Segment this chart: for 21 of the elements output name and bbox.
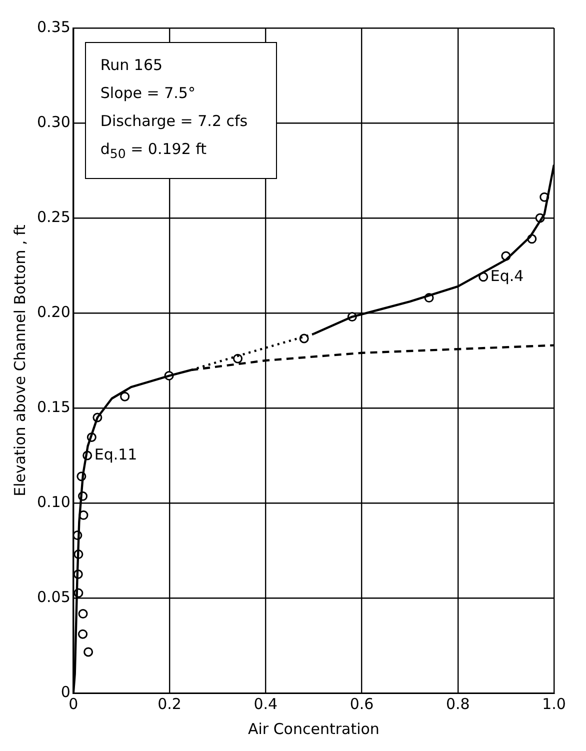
annotation: Eq.11 — [94, 445, 138, 464]
annotation: d$_{50}$ = 0.192 ft — [100, 139, 208, 163]
y-tick-label: 0.10 — [36, 492, 70, 511]
x-tick-label: 0.8 — [446, 694, 470, 713]
annotation: Slope = 7.5° — [100, 83, 196, 104]
y-tick-label: 0 — [60, 682, 70, 701]
annotation: Discharge = 7.2 cfs — [100, 111, 248, 132]
x-tick-label: 0.6 — [350, 694, 374, 713]
y-axis-title: Elevation above Channel Bottom , ft — [10, 224, 29, 496]
y-tick-label: 0.15 — [36, 398, 70, 416]
annotation: Eq.4 — [490, 266, 524, 285]
y-tick-label: 0.35 — [36, 18, 70, 36]
y-tick-label: 0.25 — [36, 208, 70, 226]
x-tick-label: 0.2 — [158, 694, 182, 713]
x-tick-label: 1.0 — [542, 694, 566, 713]
annotation: Run 165 — [100, 55, 164, 76]
x-axis-title: Air Concentration — [248, 720, 380, 738]
y-tick-label: 0.05 — [36, 588, 70, 606]
y-tick-label: 0.30 — [36, 112, 70, 131]
y-tick-label: 0.20 — [36, 302, 70, 321]
x-tick-label: 0.4 — [254, 694, 278, 713]
